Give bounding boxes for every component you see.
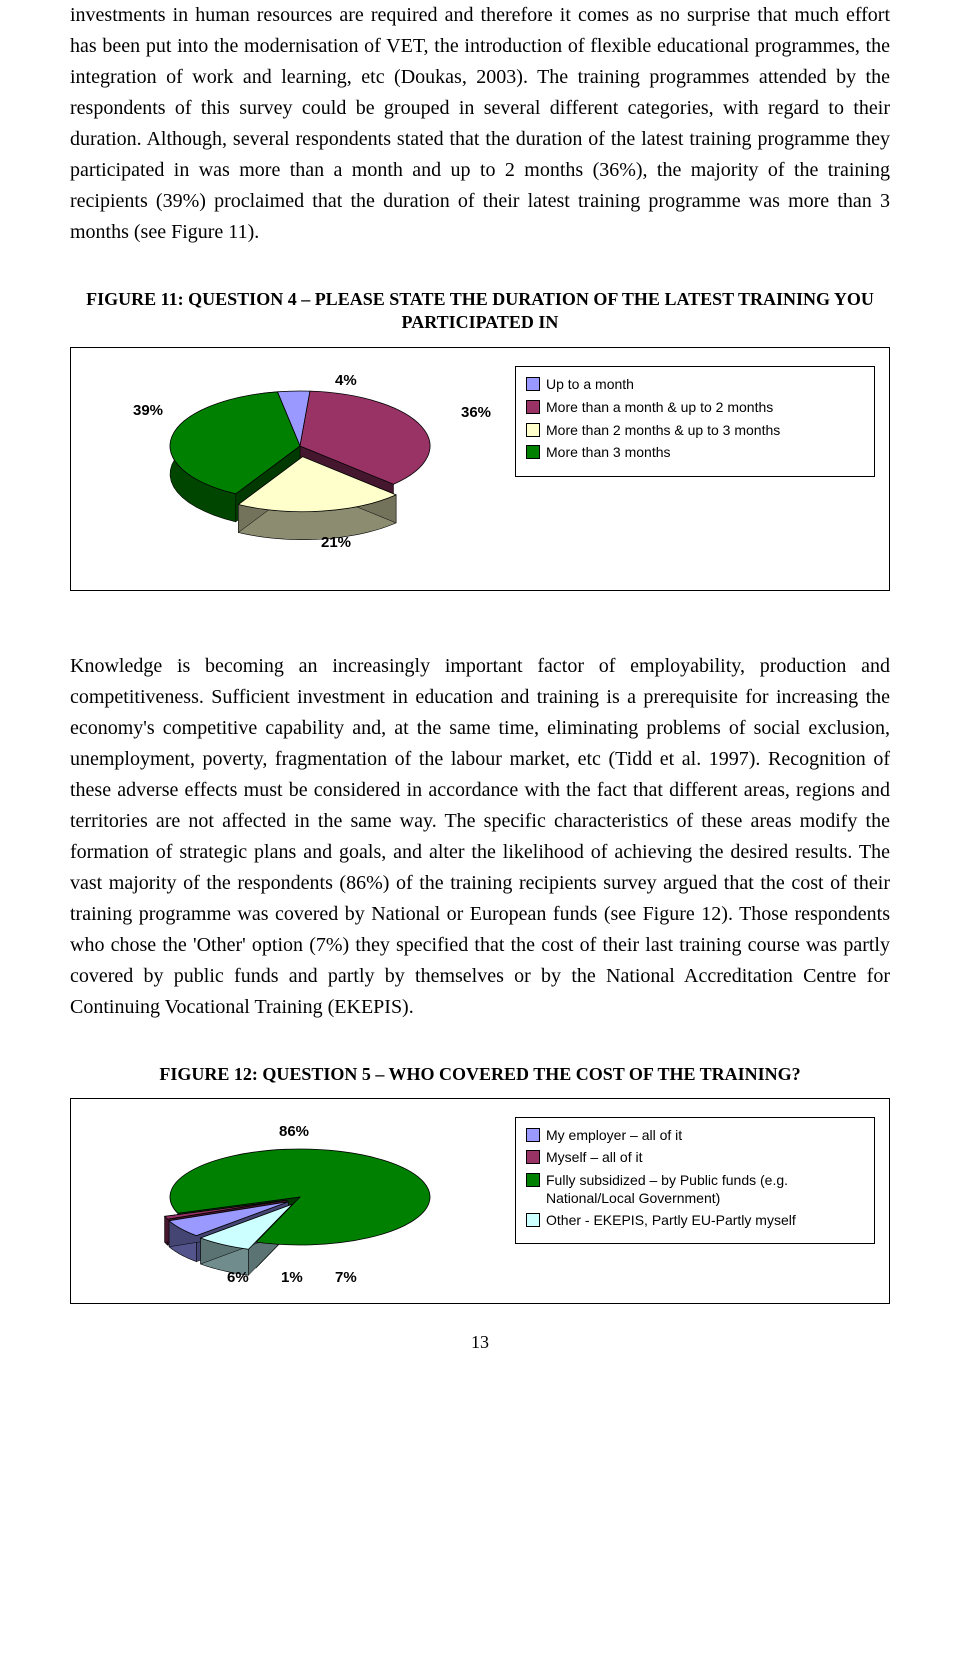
fig11-pct-0: 4% <box>335 372 357 389</box>
legend-item: More than a month & up to 2 months <box>526 398 864 417</box>
fig12-pct-3: 7% <box>335 1269 357 1286</box>
legend-item: Up to a month <box>526 375 864 394</box>
figure12-container: 6% 1% 86% 7% My employer – all of it Myse… <box>70 1098 890 1304</box>
legend-swatch <box>526 423 540 437</box>
figure11-title: FIGURE 11: QUESTION 4 – PLEASE STATE THE… <box>70 288 890 335</box>
legend-item: Other - EKEPIS, Partly EU-Partly myself <box>526 1211 864 1229</box>
legend-label: Up to a month <box>546 375 634 394</box>
figure12-legend: My employer – all of it Myself – all of i… <box>515 1117 875 1244</box>
legend-swatch <box>526 377 540 391</box>
fig12-pct-2: 86% <box>279 1123 309 1140</box>
legend-label: Myself – all of it <box>546 1148 642 1166</box>
fig11-pct-3: 39% <box>133 402 163 419</box>
legend-item: My employer – all of it <box>526 1126 864 1144</box>
legend-item: Fully subsidized – by Public funds (e.g.… <box>526 1171 864 1207</box>
legend-label: More than a month & up to 2 months <box>546 398 773 417</box>
figure12-title: FIGURE 12: QUESTION 5 – WHO COVERED THE … <box>70 1063 890 1086</box>
paragraph-1: investments in human resources are requi… <box>70 0 890 248</box>
legend-label: Other - EKEPIS, Partly EU-Partly myself <box>546 1211 796 1229</box>
legend-label: More than 2 months & up to 3 months <box>546 421 780 440</box>
legend-item: Myself – all of it <box>526 1148 864 1166</box>
legend-swatch <box>526 1128 540 1142</box>
legend-label: Fully subsidized – by Public funds (e.g.… <box>546 1171 864 1207</box>
legend-swatch <box>526 445 540 459</box>
legend-item: More than 3 months <box>526 443 864 462</box>
fig12-pct-0: 6% <box>227 1269 249 1286</box>
figure12-pie: 6% 1% 86% 7% <box>85 1117 515 1297</box>
fig11-pct-1: 36% <box>461 404 491 421</box>
legend-swatch <box>526 1150 540 1164</box>
fig12-pct-1: 1% <box>281 1269 303 1286</box>
legend-swatch <box>526 1213 540 1227</box>
legend-item: More than 2 months & up to 3 months <box>526 421 864 440</box>
legend-label: More than 3 months <box>546 443 671 462</box>
paragraph-2: Knowledge is becoming an increasingly im… <box>70 651 890 1023</box>
legend-label: My employer – all of it <box>546 1126 682 1144</box>
fig11-pct-2: 21% <box>321 534 351 551</box>
legend-swatch <box>526 1173 540 1187</box>
figure11-legend: Up to a month More than a month & up to 2… <box>515 366 875 478</box>
figure11-pie: 4% 36% 21% 39% <box>85 366 515 566</box>
figure11-container: 4% 36% 21% 39% Up to a month More than a … <box>70 347 890 591</box>
page-number: 13 <box>70 1332 890 1353</box>
legend-swatch <box>526 400 540 414</box>
